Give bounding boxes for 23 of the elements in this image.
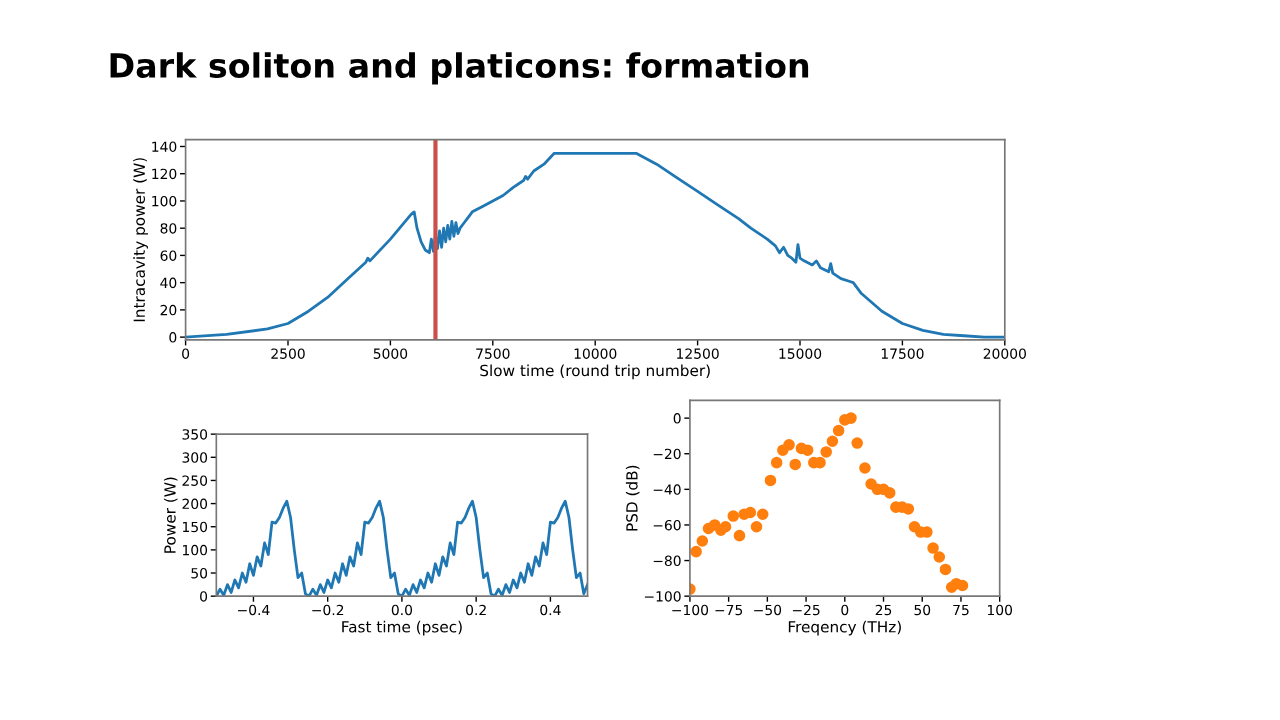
- point: [933, 551, 946, 563]
- point: [733, 529, 746, 542]
- point: [883, 487, 896, 499]
- point: [902, 503, 915, 515]
- point: [927, 542, 939, 554]
- point: [826, 435, 839, 448]
- point: [750, 520, 763, 533]
- point: [859, 462, 871, 474]
- point: [851, 437, 863, 449]
- point: [690, 545, 702, 558]
- point: [727, 510, 740, 522]
- point: [789, 458, 802, 471]
- point: [696, 535, 709, 547]
- point: [719, 520, 732, 533]
- point: [770, 456, 783, 469]
- point: [939, 563, 952, 576]
- point: [845, 412, 857, 424]
- point: [764, 474, 777, 487]
- point: [783, 439, 795, 451]
- point: [820, 446, 832, 458]
- chart-title: Dark soliton and platicons: formation: [110, 52, 809, 85]
- point: [756, 508, 769, 521]
- point: [832, 424, 845, 437]
